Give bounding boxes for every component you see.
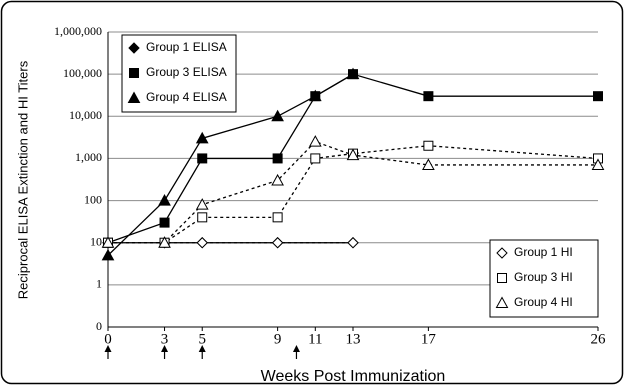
immunization-arrow [292, 345, 300, 359]
arrow-head [161, 345, 169, 352]
marker-square [310, 153, 321, 164]
y-tick-label: 1,000 [75, 150, 102, 164]
marker-square [423, 140, 434, 151]
x-tick-label: 11 [308, 331, 322, 347]
y-tick-label: 100 [84, 192, 102, 206]
series-line [108, 140, 598, 244]
x-tick-label: 5 [198, 331, 206, 347]
arrow-head [104, 345, 112, 352]
legend-box [121, 34, 237, 113]
marker-triangle [101, 236, 115, 248]
legend-label: Group 4 HI [514, 295, 573, 309]
series-line [107, 73, 598, 244]
marker-diamond [196, 237, 208, 249]
x-tick-label: 0 [104, 331, 112, 347]
marker-triangle [271, 109, 284, 122]
marker-square [272, 212, 283, 223]
arrow-head [198, 345, 206, 352]
y-tick-label: 0 [96, 319, 102, 333]
y-tick-label: 10,000 [69, 108, 102, 122]
y-tick-label: 10 [90, 234, 102, 248]
legend: Group 1 HI Group 3 HI Group 4 HI [489, 239, 599, 318]
marker-square [272, 153, 283, 164]
arrow-head [292, 345, 300, 352]
marker-triangle [158, 194, 171, 206]
immunization-arrow [104, 345, 112, 359]
x-tick-label: 3 [161, 331, 169, 347]
legend: Group 1 ELISA Group 3 ELISA Group 4 ELISA [121, 34, 237, 113]
marker-triangle [346, 67, 360, 80]
marker-square [197, 153, 208, 164]
marker-square [129, 68, 139, 78]
y-tick-label: 100,000 [63, 66, 102, 80]
y-tick-label: 1,000,000 [54, 24, 102, 38]
series-line [107, 73, 354, 256]
marker-diamond [347, 237, 359, 249]
y-tick-label: 1 [96, 277, 102, 291]
x-tick-label: 9 [274, 331, 282, 347]
marker-triangle [591, 158, 605, 170]
marker-square [497, 273, 507, 283]
legend-label: Group 1 ELISA [146, 40, 227, 54]
x-tick-label: 13 [346, 331, 361, 347]
x-axis-label: Weeks Post Immunization [261, 368, 446, 385]
marker-triangle [308, 135, 322, 147]
x-tick-label: 26 [591, 331, 607, 347]
marker-triangle [195, 131, 209, 144]
legend-label: Group 4 ELISA [146, 90, 227, 104]
legend-label: Group 3 ELISA [146, 65, 227, 79]
legend-label: Group 3 HI [514, 270, 573, 284]
marker-triangle [127, 91, 141, 103]
series-line [108, 145, 599, 244]
marker-triangle [271, 173, 284, 186]
marker-diamond [271, 237, 284, 249]
marker-square [159, 217, 170, 228]
marker-diamond [128, 42, 140, 54]
marker-triangle [158, 236, 171, 248]
marker-triangle [195, 198, 209, 210]
marker-square [197, 212, 208, 223]
marker-diamond [496, 247, 508, 259]
marker-triangle [346, 148, 360, 161]
immunization-arrow [198, 345, 206, 359]
marker-triangle [101, 248, 115, 261]
legend-label: Group 1 HI [514, 245, 573, 259]
x-tick-label: 17 [421, 331, 437, 347]
marker-square [423, 91, 434, 102]
marker-triangle [422, 158, 435, 170]
y-axis-label: Reciprocal ELISA Extinction and HI Titer… [15, 60, 30, 299]
marker-triangle [495, 296, 509, 308]
marker-triangle [308, 89, 322, 102]
marker-square [593, 91, 603, 102]
immunization-arrow [161, 345, 169, 359]
legend-box [489, 239, 599, 318]
